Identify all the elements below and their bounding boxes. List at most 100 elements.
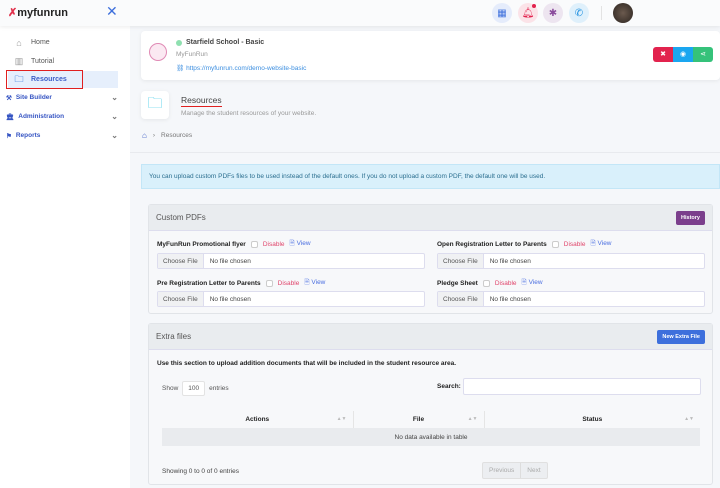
school-org: MyFunRun (176, 51, 208, 58)
next-page-button[interactable]: Next (527, 467, 541, 474)
sidebar-item-label: Resources (31, 76, 67, 83)
view-link[interactable]: 🗎︎ View (304, 279, 326, 286)
header-label: Status (582, 416, 603, 423)
file-input[interactable]: Choose File No file chosen (157, 253, 425, 269)
file-input[interactable]: Choose File No file chosen (437, 291, 705, 307)
show-label: Show (162, 385, 179, 392)
file-input[interactable]: Choose File No file chosen (437, 253, 705, 269)
page-title: Resources (181, 95, 222, 107)
bug-icon[interactable]: ✱ (543, 3, 563, 23)
disable-checkbox[interactable] (250, 241, 258, 248)
sidebar-item-home[interactable]: ⌂ Home (8, 34, 118, 51)
apps-grid-icon[interactable]: ▦ (492, 3, 512, 23)
disable-label: Disable (262, 241, 285, 248)
panel-title: Custom PDFs (156, 213, 206, 222)
view-label: View (528, 279, 543, 286)
disable-label: Disable (277, 280, 300, 287)
disable-checkbox[interactable] (551, 241, 559, 248)
view-label: View (311, 279, 326, 286)
divider (601, 6, 602, 20)
disable-checkbox[interactable] (482, 280, 490, 287)
choose-file-button[interactable]: Choose File (438, 292, 484, 306)
table-info: Showing 0 to 0 of 0 entries (162, 468, 239, 475)
history-button[interactable]: History (676, 210, 705, 225)
pdf-item-label: MyFunRun Promotional flyer Disable 🗎︎ View (157, 239, 311, 250)
search-input[interactable] (463, 378, 701, 395)
hammer-icon: ⚒ (6, 94, 12, 102)
avatar[interactable] (613, 3, 633, 23)
breadcrumb-current: Resources (161, 132, 193, 139)
pdf-item-label: Pledge Sheet Disable 🗎︎ View (437, 278, 543, 289)
share-button[interactable]: ⋖ (693, 47, 713, 62)
previous-page-button[interactable]: Previous (483, 463, 522, 478)
top-bar: ✗myfunrun ✕ ▦ 🔔︎ ✱ ✆ (0, 0, 720, 26)
disable-label: Disable (494, 280, 517, 287)
file-status: No file chosen (209, 295, 251, 303)
brand-logo[interactable]: ✗myfunrun (8, 7, 68, 19)
pdf-item-label: Pre Registration Letter to Parents Disabl… (157, 278, 325, 289)
folder-icon: 🗀︎ (141, 91, 169, 119)
home-icon[interactable]: ⌂ (142, 131, 147, 140)
column-header-file[interactable]: File ▲▼ (353, 411, 485, 428)
entries-length: Show 100 entries (162, 381, 229, 396)
divider (130, 152, 720, 153)
column-header-actions[interactable]: Actions ▲▼ (162, 411, 354, 428)
info-alert: You can upload custom PDFs files to be u… (141, 164, 720, 189)
bell-icon[interactable]: 🔔︎ (518, 3, 538, 23)
section-label: Site Builder (15, 94, 52, 101)
folder-icon: 🗀︎ (14, 73, 24, 84)
choose-file-button[interactable]: Choose File (158, 292, 204, 306)
pdf-label: Open Registration Letter to Parents (437, 241, 547, 248)
pdf-item-label: Open Registration Letter to Parents Disab… (437, 239, 612, 250)
view-eye-button[interactable]: ◉ (673, 47, 693, 62)
new-extra-file-button[interactable]: New Extra File (657, 329, 705, 344)
sidebar-section-site-builder[interactable]: ⚒ Site Builder ⌄ (6, 93, 118, 102)
chevron-down-icon: ⌄ (111, 112, 118, 121)
choose-file-button[interactable]: Choose File (438, 254, 484, 268)
bank-icon: 🏛︎ (6, 113, 15, 121)
header-label: Actions (245, 416, 270, 423)
file-status: No file chosen (489, 257, 531, 265)
sidebar-section-reports[interactable]: ⚑ Reports ⌄ (6, 131, 118, 140)
sidebar-item-resources[interactable]: 🗀︎ Resources (8, 71, 118, 88)
brand-name: myfunrun (17, 7, 68, 19)
sort-icon: ▲▼ (467, 416, 478, 422)
school-url: https://myfunrun.com/demo-website-basic (186, 65, 307, 72)
puzzle-button[interactable]: ✖ (653, 47, 673, 62)
file-status: No file chosen (489, 295, 531, 303)
column-header-status[interactable]: Status ▲▼ (484, 411, 700, 428)
chevron-down-icon: ⌄ (111, 93, 118, 102)
custom-pdfs-panel: Custom PDFs History MyFunRun Promotional … (148, 204, 713, 314)
chevron-right-icon: › (152, 132, 156, 139)
close-sidebar-icon[interactable]: ✕ (106, 3, 118, 19)
entries-select[interactable]: 100 (182, 381, 206, 396)
sidebar-item-label: Tutorial (31, 58, 55, 65)
sort-icon: ▲▼ (684, 416, 694, 422)
home-icon: ⌂ (16, 37, 22, 48)
view-link[interactable]: 🗎︎ View (289, 240, 311, 247)
sidebar-item-label: Home (31, 39, 50, 46)
school-url-link[interactable]: ⛓ https://myfunrun.com/demo-website-basi… (176, 64, 306, 72)
file-input[interactable]: Choose File No file chosen (157, 291, 425, 307)
phone-icon[interactable]: ✆ (569, 3, 589, 23)
view-link[interactable]: 🗎︎ View (521, 279, 543, 286)
highlight-box (6, 70, 83, 89)
disable-checkbox[interactable] (265, 280, 273, 287)
file-status: No file chosen (209, 257, 251, 265)
pdf-label: Pledge Sheet (437, 280, 478, 287)
section-label: Administration (18, 113, 65, 120)
status-dot (176, 40, 182, 46)
pdf-label: Pre Registration Letter to Parents (157, 280, 261, 287)
choose-file-button[interactable]: Choose File (158, 254, 204, 268)
sidebar-item-tutorial[interactable]: ▥ Tutorial (8, 53, 118, 70)
view-link[interactable]: 🗎︎ View (590, 240, 612, 247)
disable-label: Disable (563, 241, 586, 248)
header-label: File (412, 416, 425, 423)
panel-title: Extra files (156, 332, 192, 341)
view-label: View (296, 240, 311, 247)
link-icon: ⛓ (176, 65, 187, 72)
pdf-label: MyFunRun Promotional flyer (157, 241, 246, 248)
extra-description: Use this section to upload addition docu… (157, 360, 457, 367)
sidebar-section-administration[interactable]: 🏛︎ Administration ⌄ (6, 112, 118, 121)
section-label: Reports (15, 132, 41, 139)
